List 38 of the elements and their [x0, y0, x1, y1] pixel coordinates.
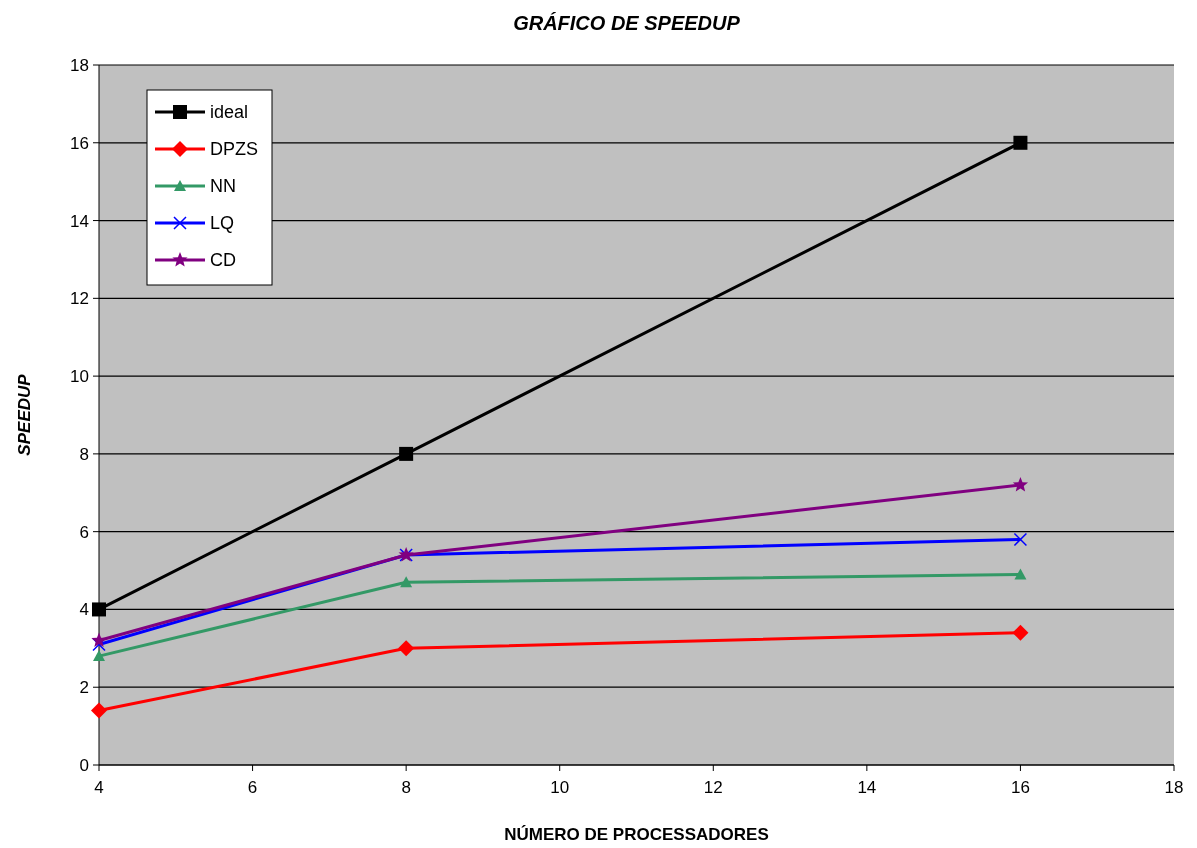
x-tick-label: 10 — [550, 778, 570, 797]
legend-label: LQ — [210, 213, 235, 234]
x-tick-label: 18 — [1164, 778, 1184, 797]
x-tick-label: 8 — [401, 778, 411, 797]
y-tick-label: 14 — [70, 211, 89, 231]
point — [92, 602, 106, 617]
point — [398, 640, 415, 657]
y-tick-label: 10 — [70, 367, 89, 387]
point — [1013, 532, 1028, 547]
point — [1012, 477, 1029, 492]
point — [91, 702, 107, 719]
point — [400, 576, 413, 588]
x-tick-label: 12 — [703, 778, 723, 797]
y-tick-label: 0 — [79, 755, 89, 775]
legend-label: ideal — [210, 102, 249, 123]
y-tick-label: 6 — [79, 522, 89, 542]
y-tick-label: 2 — [79, 678, 89, 698]
y-tick-label: 18 — [70, 55, 89, 75]
y-tick-label: 16 — [70, 133, 89, 153]
x-tick-label: 4 — [94, 778, 104, 797]
chart-title: GRÁFICO DE SPEEDUP — [513, 12, 741, 34]
y-tick-label: 8 — [79, 444, 89, 464]
point — [91, 632, 107, 648]
legend-label: CD — [210, 250, 236, 271]
point — [399, 446, 414, 461]
x-axis-title: NÚMERO DE PROCESSADORES — [504, 825, 769, 844]
y-tick-label: 4 — [79, 600, 89, 620]
x-tick-label: 14 — [857, 778, 877, 797]
y-tick-label: 12 — [70, 289, 89, 309]
legend-label: DPZS — [210, 139, 259, 160]
point — [1012, 624, 1029, 641]
point — [1014, 568, 1027, 580]
y-axis-title: SPEEDUP — [15, 373, 34, 456]
x-tick-label: 6 — [247, 778, 258, 797]
x-tick-label: 16 — [1010, 778, 1030, 797]
legend-label: NN — [210, 176, 236, 197]
point — [93, 650, 105, 662]
point — [1013, 135, 1028, 150]
